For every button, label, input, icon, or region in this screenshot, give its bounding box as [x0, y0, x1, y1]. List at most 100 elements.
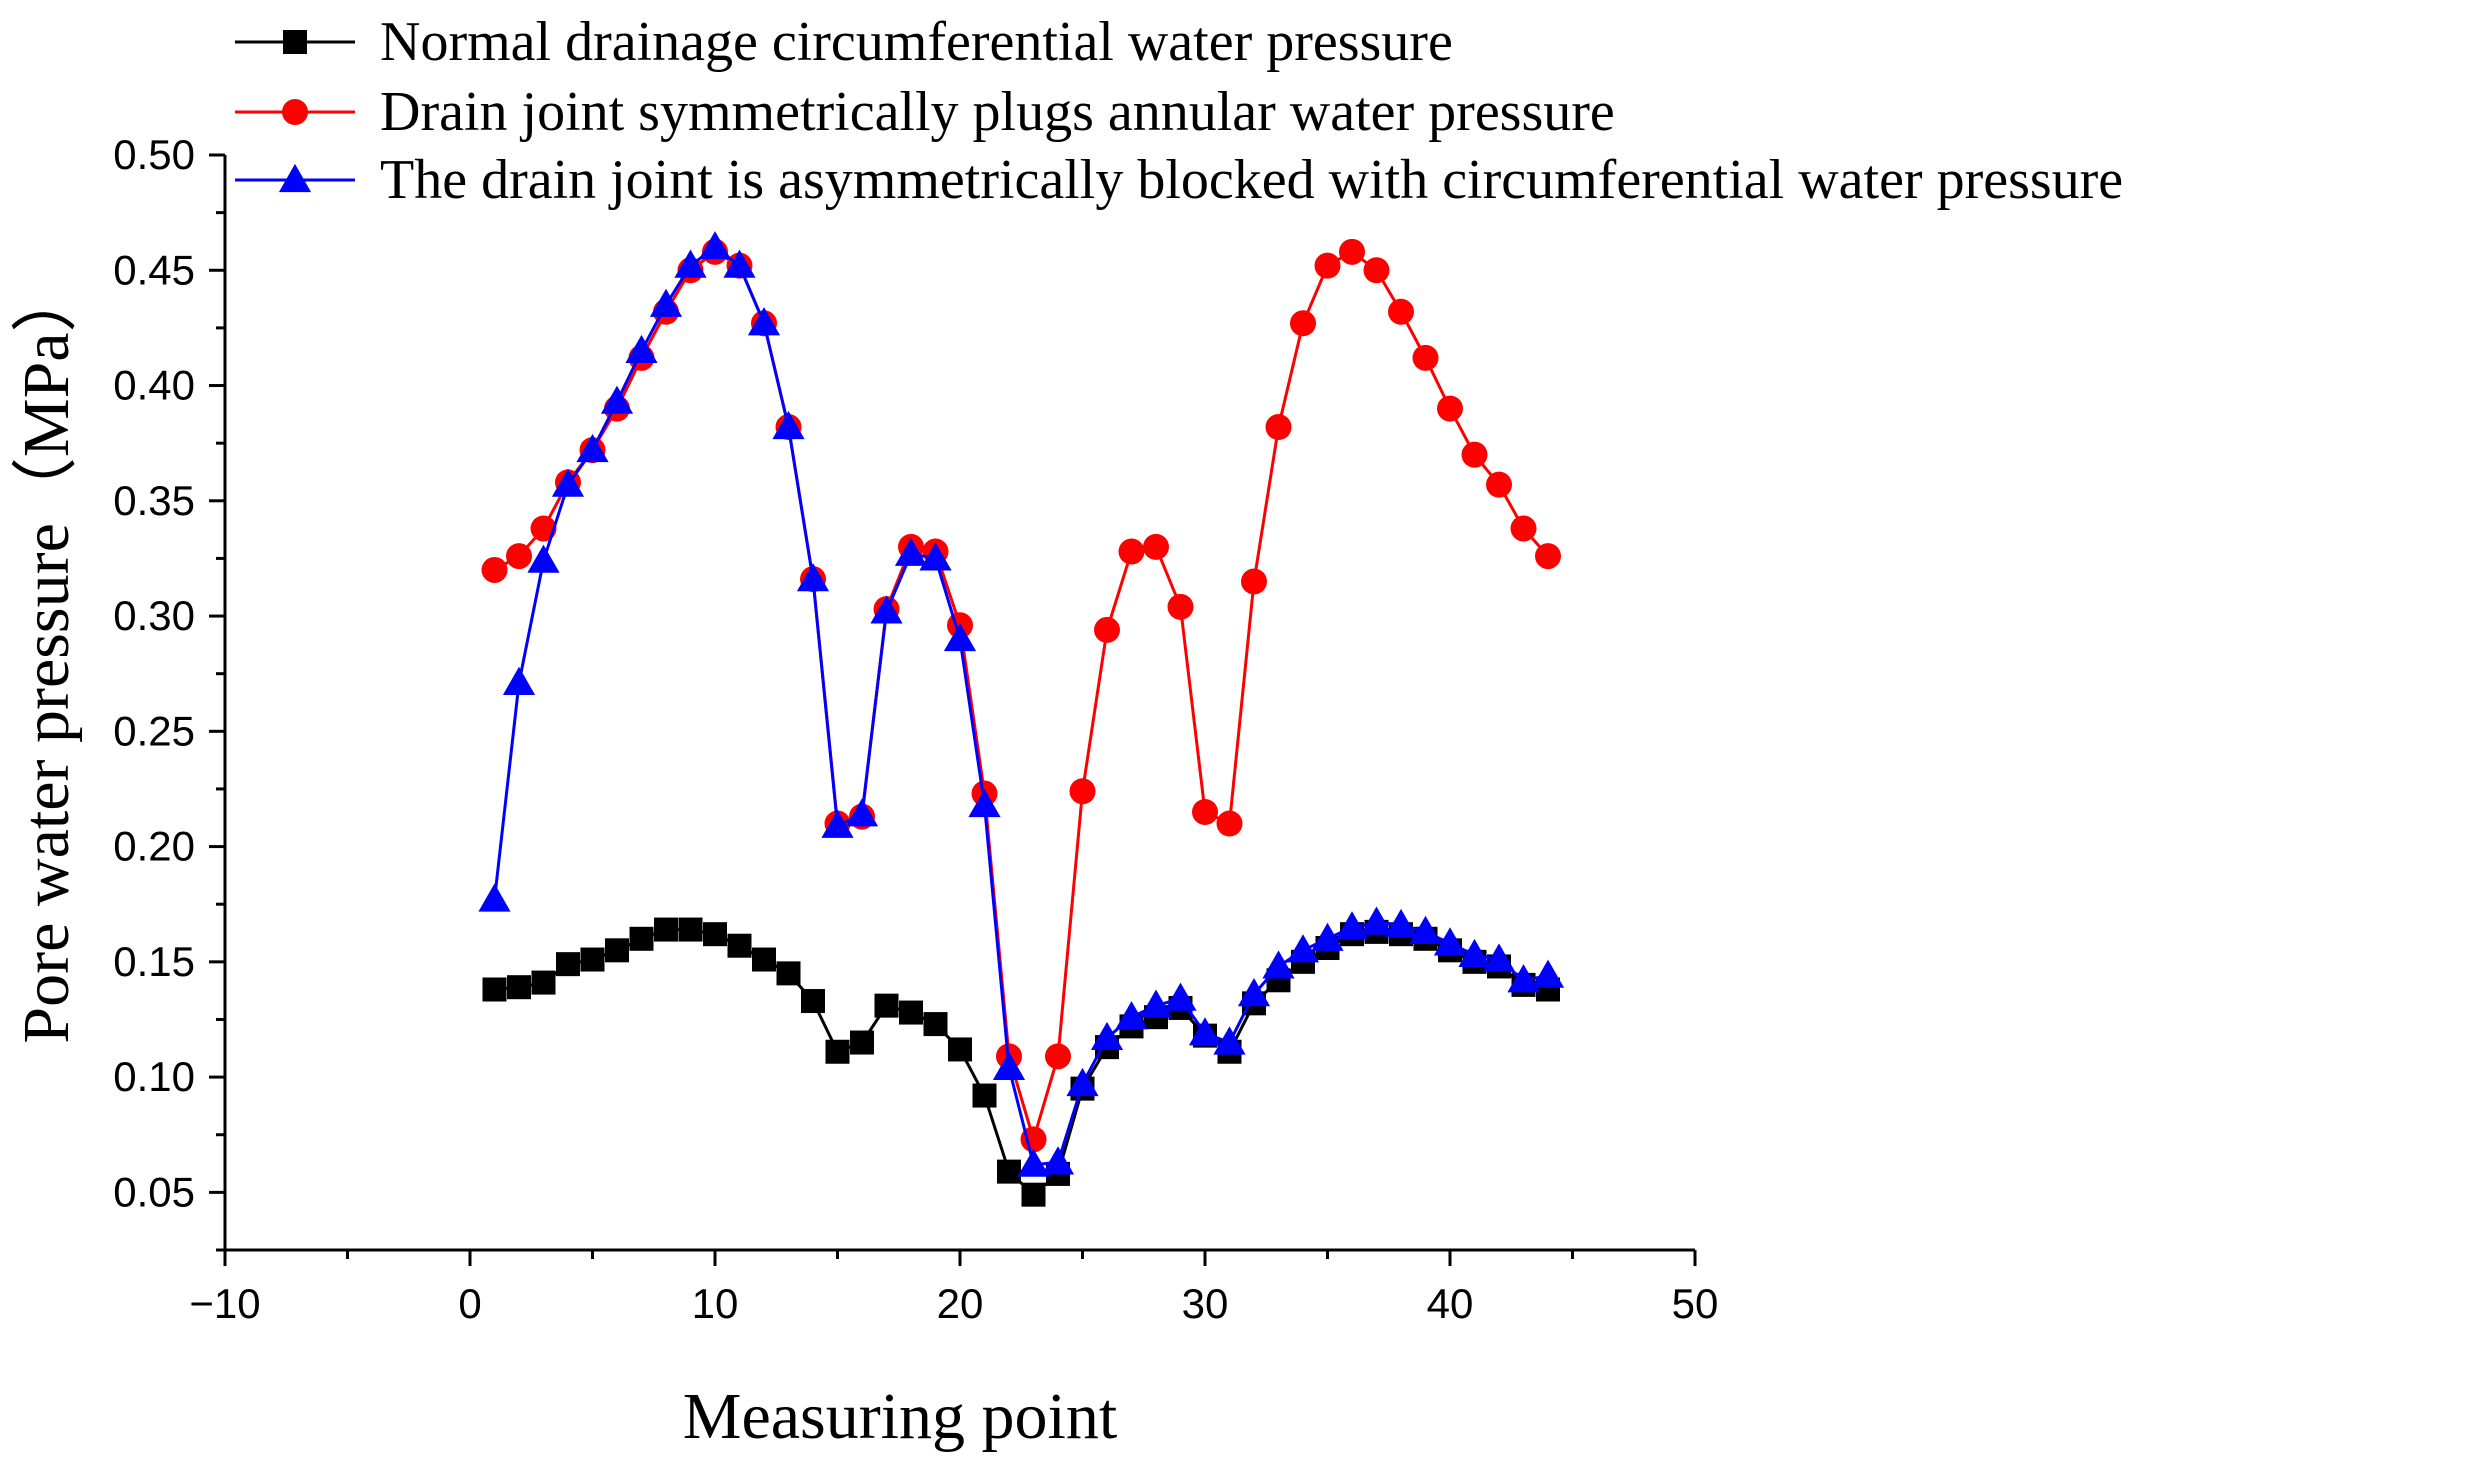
- series-2: [481, 238, 1561, 1153]
- data-point: [1265, 414, 1292, 441]
- legend-label: Drain joint symmetrically plugs annular …: [380, 81, 1615, 143]
- data-point: [948, 1037, 972, 1062]
- data-point: [1090, 1021, 1124, 1050]
- data-point: [1311, 922, 1344, 951]
- legend-label: The drain joint is asymmetrically blocke…: [380, 149, 2123, 211]
- data-point: [968, 788, 1001, 818]
- data-point: [899, 1000, 923, 1025]
- data-point: [1510, 515, 1537, 542]
- y-tick-label: 0.40: [113, 362, 195, 409]
- data-point: [894, 537, 928, 566]
- x-tick-label: 0: [458, 1280, 481, 1327]
- data-point: [698, 231, 732, 260]
- data-point: [1360, 906, 1393, 935]
- data-point: [1486, 471, 1512, 498]
- data-point: [629, 926, 654, 951]
- data-point: [821, 809, 854, 838]
- data-point: [1290, 310, 1316, 337]
- data-point: [1412, 344, 1439, 371]
- x-tick-label: 30: [1182, 1280, 1229, 1327]
- data-point: [482, 977, 507, 1002]
- x-tick-label: 50: [1672, 1280, 1719, 1327]
- series-line: [493, 250, 1550, 1145]
- data-point: [1188, 1017, 1222, 1046]
- data-point: [1045, 1043, 1071, 1070]
- data-point: [1314, 252, 1341, 279]
- data-point: [1458, 938, 1491, 968]
- data-point: [605, 938, 629, 963]
- data-point: [1167, 593, 1194, 620]
- data-point: [727, 933, 752, 958]
- data-point: [1531, 959, 1565, 988]
- data-point: [1482, 943, 1516, 972]
- data-point: [649, 288, 683, 317]
- data-point: [919, 542, 952, 571]
- data-point: [1066, 1067, 1099, 1097]
- data-point: [1409, 915, 1442, 944]
- data-point: [723, 249, 756, 278]
- y-tick-label: 0.10: [113, 1053, 195, 1100]
- data-point: [1143, 533, 1169, 560]
- x-axis-title: Measuring point: [683, 1380, 1117, 1453]
- data-point: [1363, 257, 1390, 284]
- data-point: [1118, 538, 1145, 565]
- data-point: [1461, 441, 1488, 468]
- data-point: [752, 947, 776, 972]
- data-point: [870, 595, 903, 624]
- data-point: [943, 623, 977, 652]
- data-point: [1021, 1182, 1046, 1207]
- data-point: [972, 1083, 997, 1108]
- data-point: [747, 307, 781, 336]
- data-point: [1139, 989, 1173, 1018]
- x-tick-label: −10: [189, 1280, 260, 1327]
- series-1: [482, 917, 1560, 1207]
- data-point: [1192, 799, 1218, 825]
- data-point: [1507, 964, 1540, 993]
- data-point: [654, 917, 678, 942]
- y-tick-label: 0.35: [113, 477, 195, 524]
- data-point: [1216, 810, 1243, 837]
- data-point: [1164, 982, 1197, 1011]
- data-point: [478, 883, 511, 912]
- data-point: [1241, 568, 1267, 595]
- data-point: [1213, 1026, 1246, 1055]
- data-point: [580, 947, 605, 972]
- data-point: [796, 563, 830, 592]
- data-point: [1535, 543, 1561, 570]
- data-point: [556, 952, 580, 977]
- data-point: [678, 917, 703, 942]
- data-point: [625, 334, 658, 364]
- data-point: [1017, 1148, 1050, 1177]
- y-axis-title: Pore water pressure（MPa）: [10, 266, 83, 1043]
- data-point: [530, 515, 557, 542]
- data-point: [1041, 1146, 1075, 1175]
- data-point: [506, 543, 532, 570]
- y-tick-label: 0.45: [113, 246, 195, 293]
- data-point: [527, 544, 560, 573]
- y-tick-label: 0.50: [113, 131, 195, 178]
- data-point: [600, 385, 634, 414]
- legend: Normal drainage circumferential water pr…: [235, 11, 2123, 211]
- data-point: [1020, 1126, 1047, 1153]
- x-tick-label: 20: [937, 1280, 984, 1327]
- data-point: [1339, 238, 1365, 265]
- y-tick-label: 0.05: [113, 1168, 195, 1215]
- data-point: [481, 556, 508, 583]
- y-tick-label: 0.30: [113, 592, 195, 639]
- data-point: [576, 433, 609, 463]
- data-point: [1433, 927, 1467, 956]
- y-tick-label: 0.25: [113, 707, 195, 754]
- data-point: [1115, 1001, 1148, 1030]
- legend-marker: [283, 30, 307, 54]
- series-layer: [478, 231, 1565, 1207]
- legend-marker: [282, 99, 308, 125]
- data-point: [776, 961, 801, 986]
- data-point: [1437, 395, 1463, 422]
- data-point: [1069, 778, 1096, 805]
- data-point: [1384, 908, 1418, 938]
- data-point: [923, 1012, 948, 1037]
- series-3: [478, 231, 1565, 1177]
- data-point: [703, 922, 727, 947]
